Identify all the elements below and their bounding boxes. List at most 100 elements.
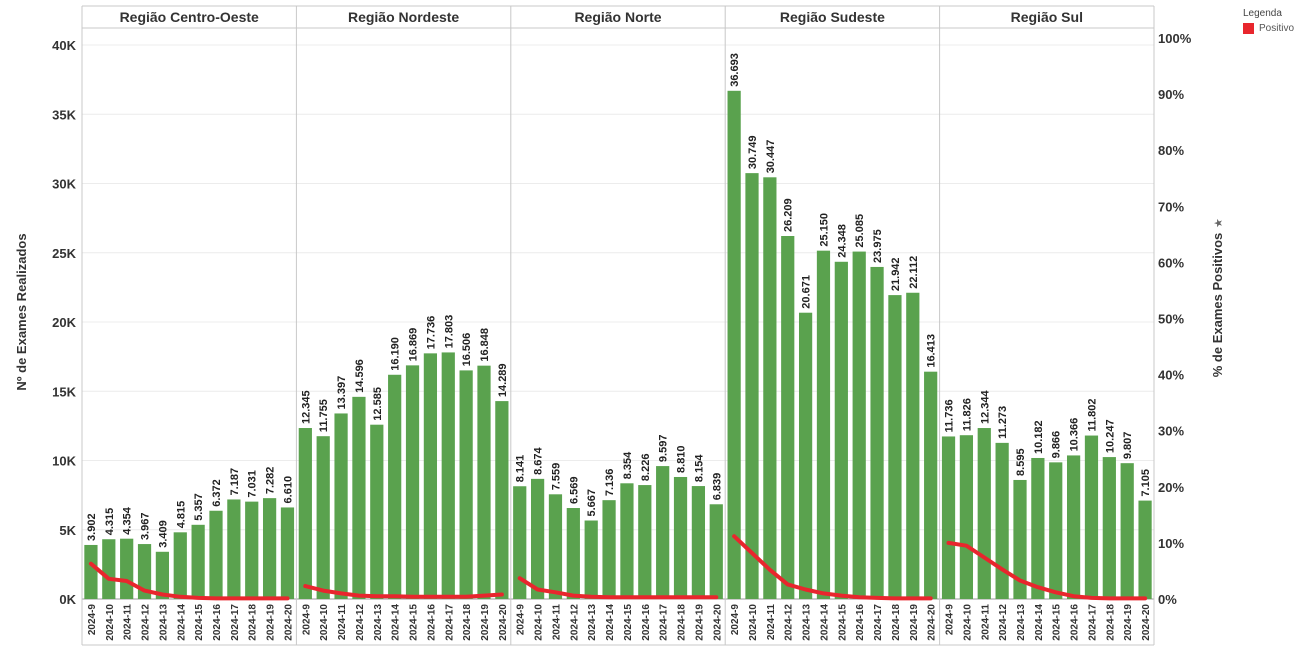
bar bbox=[1031, 457, 1045, 599]
bar bbox=[781, 236, 795, 599]
data-label: 17.736 bbox=[425, 316, 437, 350]
x-tick-label: 2024-15 bbox=[837, 604, 848, 641]
y-right-axis-title: % de Exames Positivos bbox=[1210, 233, 1225, 378]
bar bbox=[1120, 463, 1134, 599]
x-tick-label: 2024-20 bbox=[712, 604, 723, 641]
bar bbox=[1102, 457, 1116, 599]
data-label: 24.348 bbox=[836, 224, 848, 258]
x-tick-label: 2024-17 bbox=[444, 604, 455, 641]
data-label: 25.085 bbox=[854, 214, 866, 248]
data-label: 22.112 bbox=[908, 256, 920, 289]
x-tick-label: 2024-19 bbox=[694, 604, 705, 641]
panel-title: Região Norte bbox=[574, 9, 661, 25]
data-label: 3.967 bbox=[140, 513, 152, 541]
x-tick-label: 2024-19 bbox=[909, 604, 920, 641]
y-right-tick-label: 40% bbox=[1158, 368, 1184, 383]
bar bbox=[906, 292, 920, 599]
data-label: 10.247 bbox=[1104, 419, 1116, 453]
x-tick-label: 2024-19 bbox=[266, 604, 277, 641]
x-tick-label: 2024-10 bbox=[534, 604, 545, 641]
bar bbox=[816, 250, 831, 600]
x-tick-label: 2024-20 bbox=[927, 604, 938, 641]
x-tick-label: 2024-13 bbox=[587, 604, 598, 641]
legend-label: Positivo bbox=[1259, 23, 1295, 34]
data-label: 30.447 bbox=[765, 140, 777, 174]
x-tick-label: 2024-17 bbox=[659, 604, 670, 641]
data-label: 16.190 bbox=[390, 337, 402, 371]
bar bbox=[209, 510, 223, 599]
x-tick-label: 2024-13 bbox=[802, 604, 813, 641]
data-label: 9.866 bbox=[1051, 431, 1063, 459]
bar bbox=[1084, 435, 1099, 599]
data-label: 14.289 bbox=[497, 363, 509, 397]
data-label: 11.826 bbox=[961, 398, 973, 431]
data-label: 7.282 bbox=[265, 467, 277, 495]
y-right-tick-label: 0% bbox=[1158, 592, 1177, 607]
x-tick-label: 2024-19 bbox=[1123, 604, 1134, 641]
bar bbox=[584, 520, 598, 599]
x-tick-label: 2024-11 bbox=[337, 604, 348, 641]
bar bbox=[513, 486, 527, 599]
x-tick-label: 2024-19 bbox=[480, 604, 491, 641]
bar bbox=[441, 352, 455, 599]
data-label: 8.226 bbox=[640, 454, 652, 482]
x-tick-label: 2024-12 bbox=[569, 604, 580, 641]
legend-title: Legenda bbox=[1243, 8, 1282, 19]
bar bbox=[798, 312, 813, 599]
bar bbox=[745, 173, 759, 599]
data-label: 26.209 bbox=[783, 198, 795, 232]
bar bbox=[673, 476, 688, 599]
data-label: 4.815 bbox=[175, 501, 187, 529]
x-tick-label: 2024-14 bbox=[605, 604, 616, 641]
data-label: 25.150 bbox=[818, 213, 830, 247]
bar bbox=[763, 177, 777, 599]
bar bbox=[191, 524, 205, 599]
series-line-positivo bbox=[946, 540, 1148, 601]
data-label: 8.674 bbox=[533, 446, 545, 474]
data-label: 30.749 bbox=[747, 135, 759, 169]
x-tick-label: 2024-18 bbox=[248, 604, 259, 641]
x-tick-label: 2024-20 bbox=[1141, 604, 1152, 641]
series-line-positivo bbox=[88, 561, 290, 601]
data-label: 17.803 bbox=[443, 315, 455, 349]
bar bbox=[102, 539, 116, 599]
data-label: 20.671 bbox=[801, 275, 813, 309]
bar bbox=[852, 251, 866, 599]
bar bbox=[656, 466, 670, 599]
x-tick-label: 2024-16 bbox=[641, 604, 652, 641]
data-label: 13.397 bbox=[336, 376, 348, 410]
data-label: 16.848 bbox=[479, 328, 491, 362]
y-tick-label: 5K bbox=[59, 523, 76, 538]
series-line-positivo bbox=[732, 534, 933, 601]
panel: Região Sul 11.736 11.826 12.344 11.273 8.595 1… bbox=[939, 6, 1152, 645]
data-label: 12.344 bbox=[979, 390, 991, 425]
bar bbox=[155, 551, 170, 599]
x-tick-label: 2024-11 bbox=[980, 604, 991, 641]
y-tick-label: 15K bbox=[52, 384, 76, 399]
panel: Região Nordeste 12.345 11.755 13.397 14.596 1… bbox=[295, 6, 509, 645]
y-tick-label: 25K bbox=[52, 246, 76, 261]
x-tick-label: 2024-10 bbox=[319, 604, 330, 641]
bar bbox=[262, 498, 277, 599]
bar bbox=[495, 401, 509, 599]
legend-item-positivo[interactable]: Positivo bbox=[1243, 23, 1294, 34]
x-tick-label: 2024-18 bbox=[1105, 604, 1116, 641]
data-label: 8.354 bbox=[622, 451, 634, 479]
data-label: 8.595 bbox=[1015, 448, 1027, 476]
data-label: 6.839 bbox=[711, 473, 723, 501]
data-label: 7.187 bbox=[229, 468, 241, 496]
bar bbox=[888, 295, 902, 599]
bar bbox=[173, 532, 187, 599]
x-tick-label: 2024-17 bbox=[873, 604, 884, 641]
bar bbox=[477, 365, 491, 599]
bar bbox=[352, 396, 366, 599]
bar bbox=[548, 494, 563, 599]
data-label: 11.802 bbox=[1086, 398, 1098, 431]
y-tick-label: 0K bbox=[59, 592, 76, 607]
bar bbox=[727, 90, 741, 600]
bar bbox=[638, 485, 652, 599]
bar bbox=[1049, 462, 1063, 599]
data-label: 8.810 bbox=[676, 445, 688, 473]
data-label: 4.354 bbox=[122, 506, 134, 534]
